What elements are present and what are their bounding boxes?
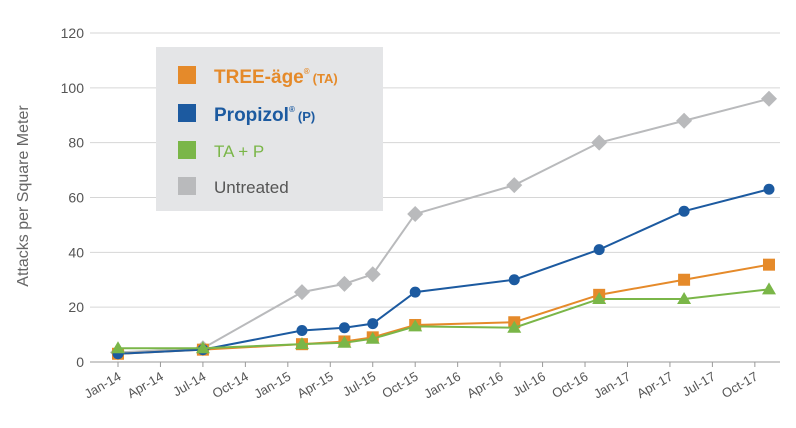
y-tick-label: 0 <box>76 354 84 370</box>
data-point-treeage <box>763 258 775 271</box>
data-point-untreated <box>407 205 424 222</box>
legend-swatch-treeage <box>178 66 196 84</box>
data-point-propizol <box>367 318 379 330</box>
legend-brand-treeage: TREE-äge <box>214 67 304 88</box>
x-tick-label: Jul-15 <box>340 369 378 400</box>
y-tick-label: 60 <box>68 190 84 206</box>
data-point-tap <box>507 320 522 333</box>
series-line-untreated <box>117 97 770 354</box>
legend-swatch-tap <box>178 141 196 159</box>
x-tick-label: Jan-16 <box>421 369 463 402</box>
x-tick-label: Oct-17 <box>719 369 760 401</box>
legend-suffix-treeage: (TA) <box>313 71 338 86</box>
x-tick-label: Apr-14 <box>125 369 166 402</box>
legend-label-propizol: Propizol® (P) <box>214 105 315 126</box>
y-tick-label: 100 <box>61 80 85 96</box>
x-tick-label: Oct-16 <box>549 369 590 401</box>
data-point-propizol <box>593 244 605 256</box>
y-tick-label: 120 <box>61 25 85 41</box>
legend-label-treeage: TREE-äge® (TA) <box>214 67 338 88</box>
x-tick-label: Jul-17 <box>680 369 718 400</box>
x-tick-label: Jan-17 <box>591 369 633 402</box>
y-axis-ticks: 0 20 40 60 80 100 120 <box>61 25 85 370</box>
data-point-tap <box>408 319 423 332</box>
series-group <box>110 90 777 361</box>
data-point-untreated <box>591 134 608 151</box>
x-axis-ticks: Jan-14 Apr-14 Jul-14 Oct-14 Jan-15 Apr-15 Jul-… <box>82 362 760 402</box>
data-point-propizol <box>338 322 350 334</box>
data-point-propizol <box>296 324 308 336</box>
data-point-tap <box>762 282 776 295</box>
data-point-untreated <box>676 112 693 129</box>
y-tick-label: 20 <box>68 299 84 315</box>
series-line-tap <box>118 288 770 350</box>
data-point-tap <box>195 341 210 354</box>
legend-label-tap: TA + P <box>214 142 264 161</box>
legend-sup-propizol: ® <box>289 105 295 114</box>
data-point-tap <box>337 335 352 348</box>
x-tick-label: Oct-15 <box>379 369 420 401</box>
legend-label-untreated: Untreated <box>214 178 289 197</box>
x-tick-label: Jul-16 <box>510 369 548 400</box>
x-tick-label: Jan-14 <box>82 369 124 402</box>
data-point-propizol <box>508 274 520 286</box>
data-point-untreated <box>336 275 353 292</box>
x-tick-label: Apr-15 <box>294 369 335 402</box>
x-tick-label: Oct-14 <box>210 369 251 401</box>
y-tick-label: 80 <box>68 135 84 151</box>
x-tick-label: Apr-16 <box>464 369 505 402</box>
legend-swatch-untreated <box>178 177 196 195</box>
data-point-propizol <box>678 205 690 217</box>
y-axis-label: Attacks per Square Meter <box>15 105 32 287</box>
data-point-tap <box>677 291 692 304</box>
data-point-treeage <box>678 273 691 286</box>
legend-brand-propizol: Propizol <box>214 105 289 126</box>
data-point-propizol <box>763 183 775 195</box>
data-point-untreated <box>293 284 310 301</box>
data-point-untreated <box>761 90 777 107</box>
data-point-tap <box>365 331 380 344</box>
y-tick-label: 40 <box>68 244 84 260</box>
legend-swatch-propizol <box>178 104 196 122</box>
legend-suffix-propizol: (P) <box>298 109 315 124</box>
x-tick-label: Apr-17 <box>634 369 675 402</box>
data-point-tap <box>111 341 125 354</box>
data-point-untreated <box>506 177 523 194</box>
x-tick-label: Jul-14 <box>170 369 208 400</box>
data-point-untreated <box>364 266 381 283</box>
legend-sup-treeage: ® <box>304 67 310 76</box>
data-point-tap <box>294 337 309 350</box>
data-point-propizol <box>409 286 421 298</box>
legend: TREE-äge® (TA) Propizol® (P) TA + P Untrea… <box>156 47 383 211</box>
series-line-propizol <box>117 188 770 355</box>
data-point-tap <box>592 291 607 304</box>
x-tick-label: Jan-15 <box>251 369 293 402</box>
